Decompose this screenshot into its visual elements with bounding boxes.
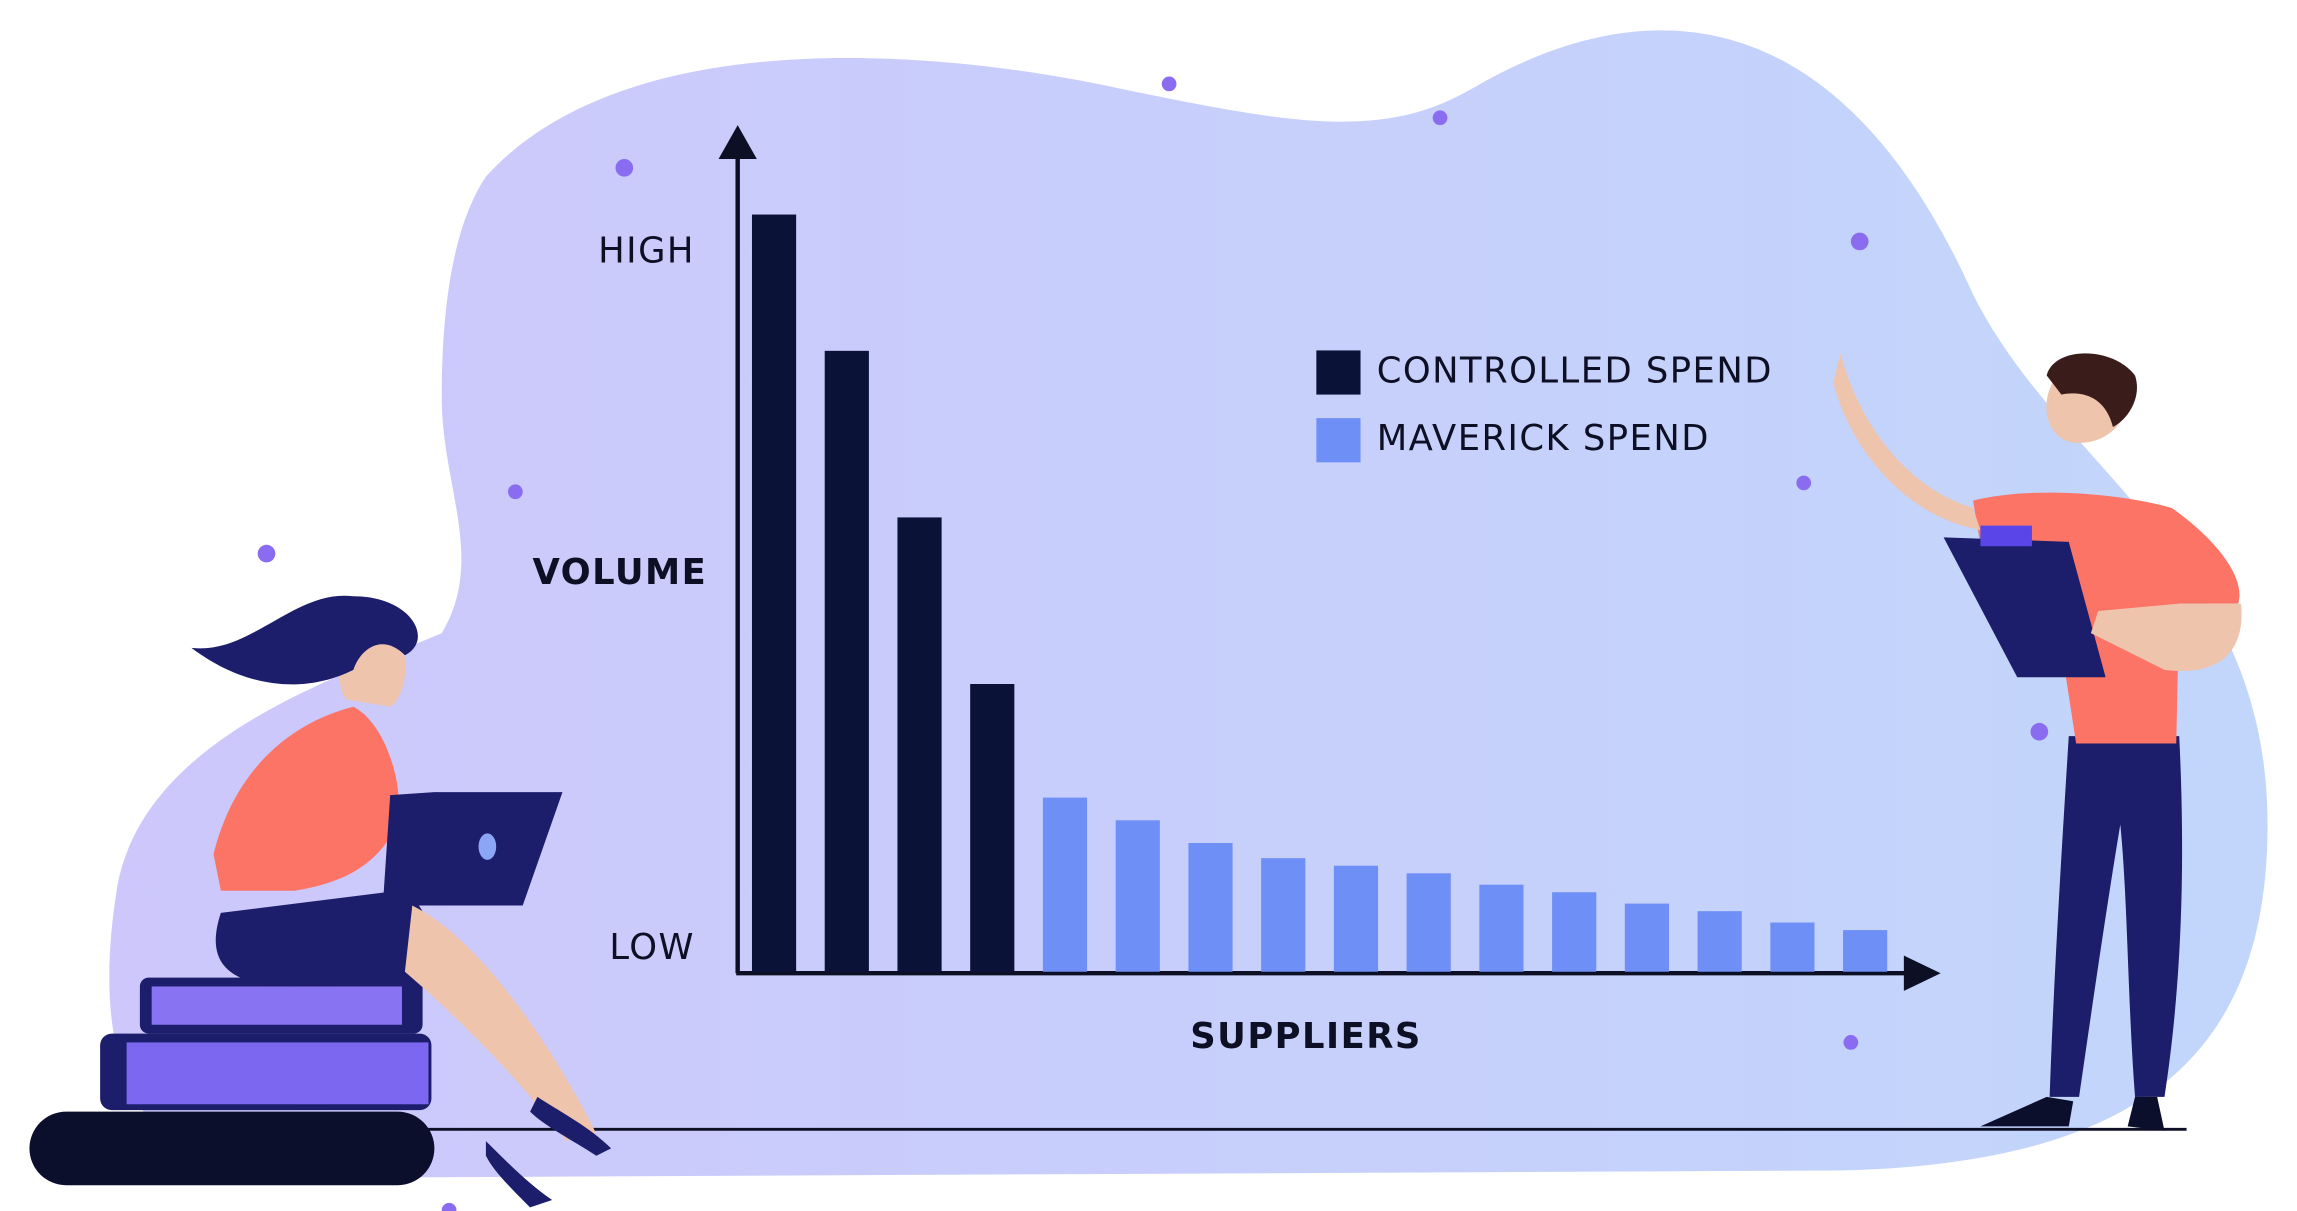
bar (1261, 858, 1306, 972)
x-axis-label: SUPPLIERS (1190, 1016, 1422, 1057)
bar (1624, 903, 1670, 972)
bar (1333, 865, 1379, 972)
woman-illustration (29, 595, 612, 1208)
man-illustration (1833, 353, 2242, 1131)
bar (1406, 873, 1451, 972)
bar (1115, 820, 1160, 972)
legend-swatch (1316, 418, 1361, 463)
legend-swatch (1316, 350, 1361, 395)
bar (1697, 911, 1742, 972)
axes (718, 125, 1941, 991)
background-blob (109, 30, 2268, 1178)
legend-label: MAVERICK SPEND (1377, 418, 1710, 459)
bar (1843, 930, 1888, 972)
y-tick-label: LOW (609, 927, 695, 968)
bar (1770, 922, 1815, 972)
bar (1042, 797, 1088, 972)
bar (1479, 884, 1524, 972)
bar (1188, 843, 1233, 972)
bar (824, 350, 869, 972)
bar (897, 517, 942, 972)
bar (970, 684, 1015, 972)
decor-dots (257, 76, 2049, 1211)
bar (751, 214, 797, 972)
legend-label: CONTROLLED SPEND (1377, 351, 1773, 392)
legend: CONTROLLED SPEND MAVERICK SPEND (1316, 350, 1773, 463)
y-axis-label: VOLUME (532, 552, 707, 593)
y-tick-label: HIGH (598, 230, 695, 271)
bar (1552, 892, 1597, 972)
